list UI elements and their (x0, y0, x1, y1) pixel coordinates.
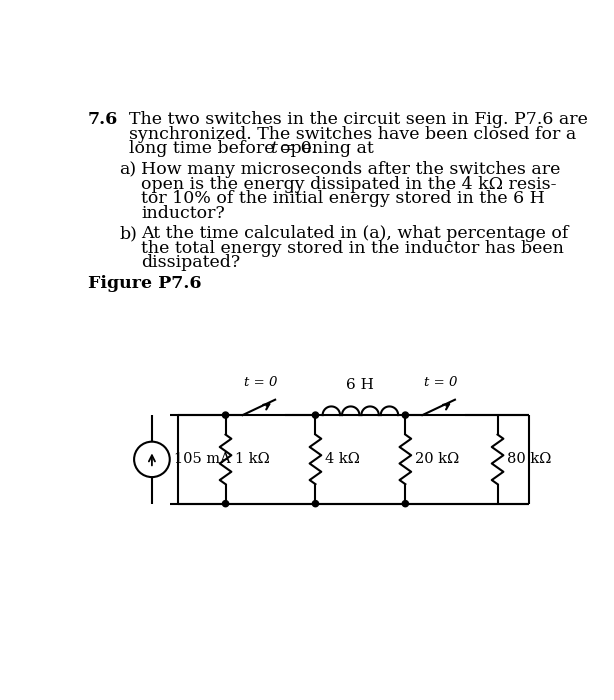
Text: 20 kΩ: 20 kΩ (414, 452, 459, 466)
Text: a): a) (119, 161, 136, 178)
Text: Figure P7.6: Figure P7.6 (88, 275, 201, 292)
Circle shape (402, 500, 408, 507)
Text: At the time calculated in (a), what percentage of: At the time calculated in (a), what perc… (141, 225, 569, 242)
Text: synchronized. The switches have been closed for a: synchronized. The switches have been clo… (130, 125, 577, 143)
Text: 4 kΩ: 4 kΩ (325, 452, 360, 466)
Text: 6 H: 6 H (346, 378, 375, 392)
Text: 1 kΩ: 1 kΩ (235, 452, 270, 466)
Circle shape (222, 412, 228, 418)
Text: = 0.: = 0. (275, 140, 317, 158)
Text: 7.6: 7.6 (88, 111, 118, 128)
Text: long time before opening at: long time before opening at (130, 140, 379, 158)
Text: dissipated?: dissipated? (141, 254, 240, 271)
Text: inductor?: inductor? (141, 205, 225, 222)
Text: t: t (270, 140, 277, 158)
Text: the total energy stored in the inductor has been: the total energy stored in the inductor … (141, 239, 564, 256)
Circle shape (313, 500, 319, 507)
Circle shape (313, 412, 319, 418)
Text: How many microseconds after the switches are: How many microseconds after the switches… (141, 161, 561, 178)
Text: 80 kΩ: 80 kΩ (507, 452, 551, 466)
Text: 105 mA: 105 mA (174, 452, 230, 466)
Text: b): b) (119, 225, 138, 242)
Circle shape (402, 412, 408, 418)
Text: t = 0: t = 0 (244, 376, 278, 389)
Circle shape (222, 500, 228, 507)
Text: tor 10% of the initial energy stored in the 6 H: tor 10% of the initial energy stored in … (141, 190, 545, 207)
Text: t = 0: t = 0 (424, 376, 457, 389)
Text: open is the energy dissipated in the 4 kΩ resis-: open is the energy dissipated in the 4 k… (141, 176, 556, 192)
Text: The two switches in the circuit seen in Fig. P7.6 are: The two switches in the circuit seen in … (130, 111, 588, 128)
